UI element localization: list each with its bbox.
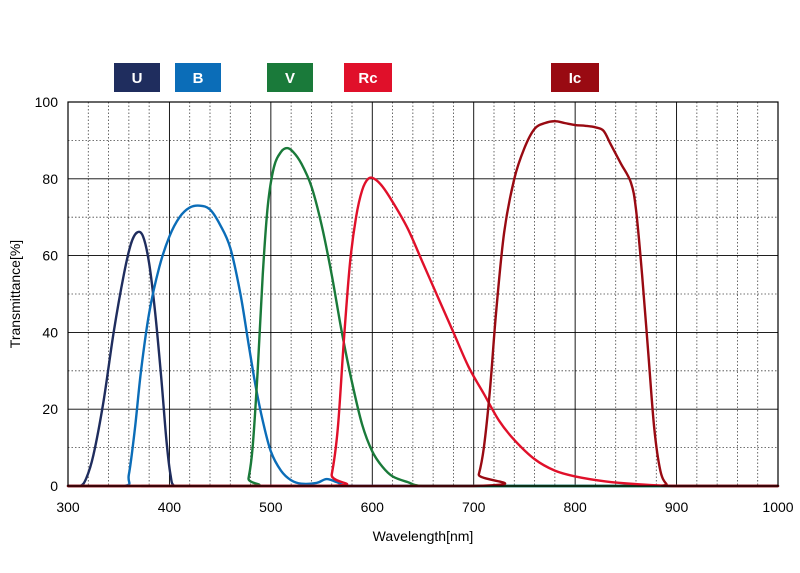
y-tick-label: 0	[50, 478, 58, 494]
x-tick-label: 700	[462, 499, 486, 515]
legend-badge-ic: Ic	[551, 63, 599, 92]
x-tick-label: 900	[665, 499, 689, 515]
legend-badge-v: V	[267, 63, 313, 92]
x-tick-label: 1000	[762, 499, 793, 515]
plot-series	[66, 120, 780, 488]
y-tick-label: 80	[42, 171, 58, 187]
series-line-b	[66, 204, 780, 488]
y-tick-label: 40	[42, 324, 58, 340]
legend-badge-label: V	[285, 70, 295, 87]
plot-grid	[68, 102, 778, 486]
legend-badge-label: Rc	[358, 70, 377, 87]
x-tick-label: 300	[56, 499, 80, 515]
legend-badge-label: Ic	[569, 70, 582, 87]
x-tick-label: 400	[158, 499, 182, 515]
legend-badge-bg	[267, 63, 313, 92]
x-tick-label: 800	[563, 499, 587, 515]
y-tick-label: 100	[35, 94, 59, 110]
x-axis-label: Wavelength[nm]	[373, 528, 474, 544]
tick-labels: 300 400 500 600 700 800 900 1000 0 20 40 60 80 100	[35, 94, 794, 515]
legend: U B V Rc Ic	[114, 63, 599, 92]
y-tick-label: 20	[42, 401, 58, 417]
plot-frame	[67, 101, 779, 487]
legend-badge-b: B	[175, 63, 221, 92]
legend-badge-bg	[175, 63, 221, 92]
legend-badge-rc: Rc	[344, 63, 392, 92]
legend-badge-bg	[551, 63, 599, 92]
x-tick-label: 500	[259, 499, 283, 515]
legend-badge-bg	[114, 63, 160, 92]
legend-badge-bg	[344, 63, 392, 92]
series-line-v	[66, 146, 780, 488]
x-tick-label: 600	[361, 499, 385, 515]
y-axis-label: Transmittance[%]	[7, 240, 23, 348]
legend-badge-u: U	[114, 63, 160, 92]
y-tick-label: 60	[42, 248, 58, 264]
legend-badge-label: U	[132, 70, 143, 87]
legend-badge-label: B	[193, 70, 204, 87]
series-line-ic	[66, 120, 780, 488]
series-line-rc	[66, 176, 780, 488]
